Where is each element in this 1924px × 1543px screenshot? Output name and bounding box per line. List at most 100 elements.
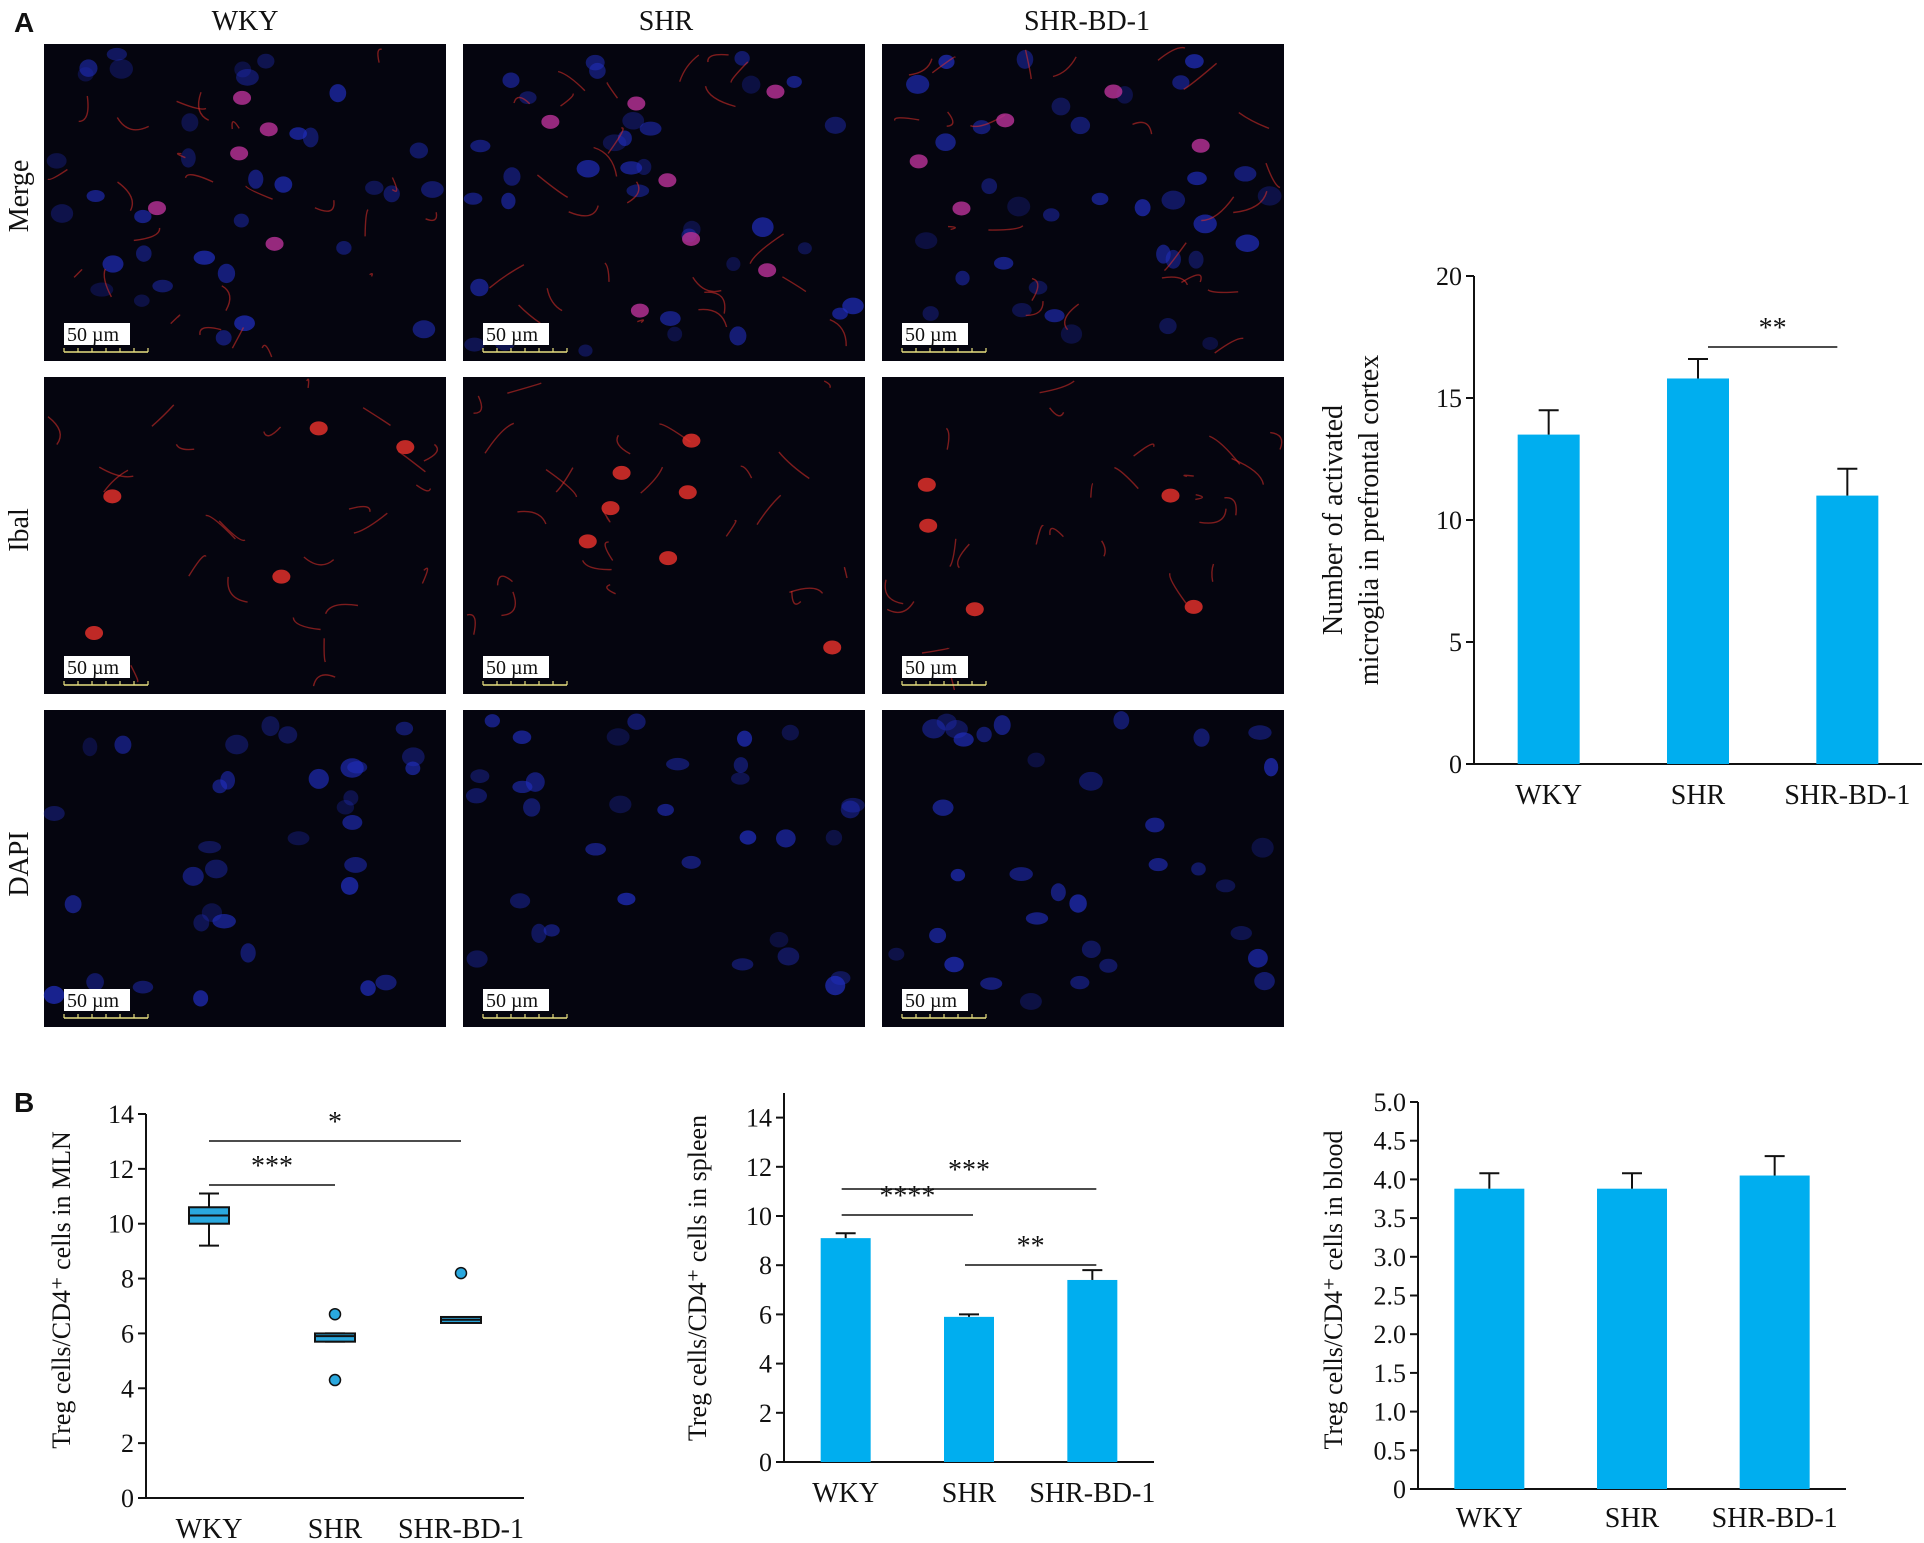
x-category-label: SHR-BD-1 [1784,780,1910,811]
microglia-cell [309,421,328,436]
nucleus [1134,199,1151,217]
nucleus [830,971,851,985]
scale-bar-label-bg [64,656,130,678]
microglia-process [1052,56,1077,78]
microglia-process [353,512,388,534]
microglia-process [921,647,950,654]
nucleus [64,895,82,914]
bar-SHR [944,1316,994,1462]
microglia-process [1183,62,1218,90]
microglia-process [489,264,525,289]
microglia-process [1039,380,1075,394]
micrograph-dapi-wky: 50 µm [43,710,446,1027]
nucleus [751,217,774,237]
micrograph-ibal-wky: 50 µm [44,377,446,694]
microglia-process [98,466,134,478]
y-tick-label: 15 [1436,384,1462,413]
microglia-cell [1191,138,1210,153]
microglia-cell [612,465,631,480]
y-tick-label: 0 [1393,1475,1406,1504]
nucleus [501,192,516,210]
nucleus [1042,208,1060,222]
nucleus [261,716,280,737]
y-tick-label: 4 [759,1350,772,1379]
microglia-process [1024,49,1032,80]
microglia-process [749,233,784,264]
y-tick-label: 10 [746,1202,772,1231]
microglia-process [227,576,248,603]
y-tick-label: 6 [121,1319,134,1348]
x-category-label: WKY [1515,780,1582,811]
microglia-process [184,173,214,183]
microglia-process [602,510,611,523]
microglia-cell [917,477,936,492]
nucleus [1070,116,1091,135]
nucleus [620,161,643,175]
nucleus [519,91,537,105]
microglia-cell [630,303,649,318]
nucleus [470,278,489,297]
scale-bar-label: 50 µm [486,657,539,679]
nucleus [731,772,750,785]
microglia-cell [952,201,971,216]
nucleus [955,270,970,286]
box-outlier [328,1307,342,1321]
chart-microglia: 0 5 10 15 20 WKY SHR SHR-BD-1 Number of activate… [1318,262,1922,811]
y-tick-label: 10 [108,1210,134,1239]
microglia-process [391,177,398,192]
y-tick-label: 3.5 [1374,1204,1407,1233]
microglia-process [568,205,599,217]
microglia-cell [1161,488,1180,503]
micrograph-ibal-shr: 50 µm [463,377,865,694]
nucleus [636,158,652,175]
microglia-process [1133,443,1155,457]
microglia-process [1132,121,1153,135]
scale-bar: 50 µm [901,323,987,353]
nucleus [976,726,992,743]
microglia-process [1183,474,1194,478]
microglia-process [1161,276,1189,286]
nucleus [109,58,134,79]
nucleus [405,761,421,776]
nucleus [1070,975,1090,990]
microglia-process [1265,162,1281,189]
scale-bar: 50 µm [482,656,568,686]
nucleus [981,178,998,195]
bar-WKY [820,1238,871,1462]
nucleus [1012,302,1032,318]
nucleus [360,980,376,996]
nucleus [201,903,223,922]
y-tick-label: 5.0 [1374,1088,1407,1117]
y-axis-label: microglia in prefrontal cortex [1354,355,1385,685]
column-header-shr: SHR [639,6,694,37]
microglia-process [606,82,619,99]
nucleus [470,139,491,153]
nucleus [832,307,848,320]
microglia-process [47,416,61,446]
panel-a-letter: A [14,7,34,38]
nucleus [225,734,249,755]
nucleus [1191,862,1206,876]
micrograph-background [463,377,865,694]
nucleus [825,975,846,996]
bar-SHR-BD-1 [1067,1279,1118,1462]
scale-bar: 50 µm [901,989,987,1019]
micrograph-dapi-shr: 50 µm [463,710,865,1027]
nucleus [825,829,843,846]
nucleus [935,133,956,152]
microglia-cell [965,602,984,617]
microglia-process [130,664,139,683]
nucleus [236,68,259,86]
nucleus [1248,948,1268,968]
y-tick-label: 10 [1436,506,1462,535]
nucleus [1081,940,1101,958]
microglia-process [945,427,950,450]
microglia-process [725,519,737,537]
scale-bar: 50 µm [482,989,568,1019]
nucleus [1264,757,1279,777]
nucleus [182,866,204,886]
microglia-process [616,434,631,455]
nucleus [1007,196,1031,217]
chart-blood: 0 0.5 1.0 1.5 2.0 2.5 3.0 3.5 4.0 4.5 5.0 WKY SHR SHR… [1319,1088,1846,1534]
micrograph-background [463,44,865,361]
